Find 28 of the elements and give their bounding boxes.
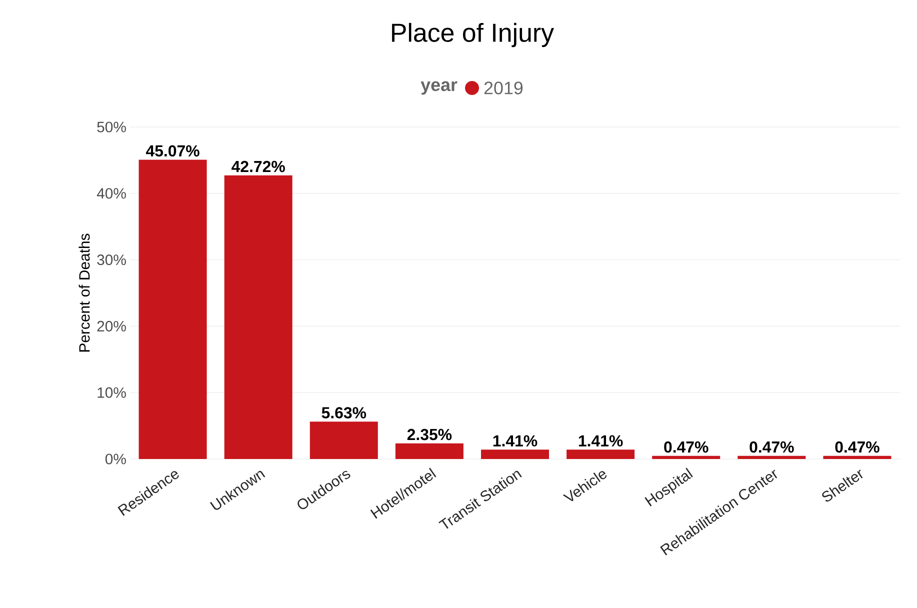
data-label: 0.47%: [835, 441, 880, 453]
y-tick-label: 50%: [97, 122, 126, 132]
data-label: 2.35%: [407, 428, 452, 440]
chart-title: Place of Injury: [392, 22, 554, 48]
data-label: 1.41%: [493, 435, 538, 446]
data-label: 0.47%: [750, 441, 794, 453]
bar: [481, 450, 549, 459]
y-tick-label: 0%: [105, 454, 126, 464]
data-label: 45.07%: [146, 145, 200, 157]
bar: [823, 456, 892, 459]
data-label: 5.63%: [322, 407, 366, 418]
bar: [566, 450, 635, 459]
y-tick-label: 30%: [97, 254, 126, 266]
legend-title: year: [420, 81, 458, 95]
bar: [738, 456, 806, 459]
y-tick-label: 10%: [98, 387, 126, 398]
y-tick-label: 20%: [97, 320, 126, 332]
bar: [652, 456, 720, 459]
data-label: 1.41%: [578, 435, 623, 446]
y-axis-title: Percent of Deaths: [78, 234, 90, 352]
data-label: 0.47%: [664, 441, 708, 453]
bar: [138, 160, 207, 459]
bar: [310, 422, 378, 459]
bar: [395, 443, 464, 459]
y-tick-label: 40%: [96, 188, 126, 199]
bar: [224, 175, 292, 459]
data-label: 42.72%: [232, 160, 285, 172]
legend-label: 2019: [484, 82, 523, 94]
